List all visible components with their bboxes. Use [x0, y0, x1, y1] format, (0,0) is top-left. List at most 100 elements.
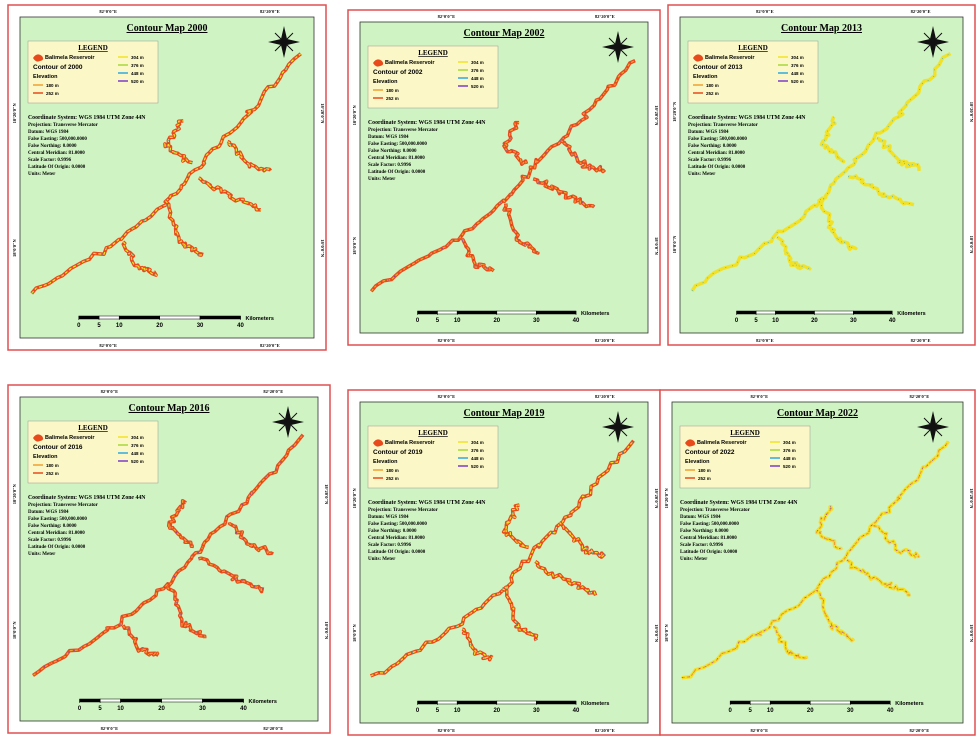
legend-heading: LEGEND	[78, 424, 108, 432]
latitude-label: 18°20'0"N	[672, 101, 677, 122]
longitude-label: 82°0'0"E	[756, 338, 774, 343]
info-line: Datum: WGS 1984	[28, 510, 69, 515]
latitude-label: 18°20'0"N	[664, 488, 669, 509]
longitude-label: 82°0'0"E	[99, 9, 117, 14]
info-line: False Easting: 500,000.0000	[680, 522, 739, 527]
longitude-label: 82°0'0"E	[101, 726, 119, 731]
info-line: False Northing: 0.0000	[368, 529, 417, 534]
scale-label: 30	[533, 318, 540, 324]
legend-level: 180 m	[386, 88, 399, 93]
map-panel: 82°0'0"E82°0'0"E82°20'0"E82°20'0"E18°20'…	[668, 5, 975, 345]
map-panel: 82°0'0"E82°0'0"E82°20'0"E82°20'0"E18°20'…	[660, 390, 975, 735]
scale-label: 30	[199, 706, 206, 712]
info-line: Scale Factor: 0.9996	[28, 158, 72, 163]
info-line: False Northing: 0.0000	[368, 149, 417, 154]
scale-segment	[160, 316, 200, 319]
legend-reservoir: Balimela Reservoir	[705, 55, 755, 61]
scale-segment	[200, 316, 240, 319]
info-line: Latitude Of Origin: 0.0000	[680, 550, 738, 555]
legend-level: 180 m	[46, 83, 59, 88]
scale-segment	[100, 699, 120, 702]
legend-elevation: Elevation	[33, 74, 58, 80]
scale-segment	[770, 701, 810, 704]
info-line: Projection: Transverse Mercator	[688, 123, 759, 128]
info-line: Central Meridian: 81.0000	[368, 536, 425, 541]
legend-heading: LEGEND	[78, 44, 108, 52]
scale-segment	[730, 701, 750, 704]
map-panel: 82°0'0"E82°0'0"E82°20'0"E82°20'0"E18°20'…	[8, 385, 330, 733]
latitude-label: 18°0'0"N	[352, 623, 357, 642]
scale-segment	[750, 701, 770, 704]
scale-label: 40	[240, 706, 247, 712]
latitude-label: 18°0'0"N	[969, 236, 974, 255]
scale-label: 20	[158, 706, 165, 712]
legend-level: 304 m	[783, 440, 796, 445]
info-line: Latitude Of Origin: 0.0000	[368, 170, 426, 175]
legend-level: 448 m	[471, 456, 484, 461]
scale-unit: Kilometers	[246, 316, 274, 322]
info-line: Projection: Transverse Mercator	[680, 508, 751, 513]
legend-level: 448 m	[471, 76, 484, 81]
map-title: Contour Map 2000	[127, 23, 208, 34]
legend-elevation: Elevation	[373, 79, 398, 85]
info-line: Coordinate System: WGS 1984 UTM Zone 44N	[28, 495, 146, 501]
latitude-label: 18°0'0"N	[969, 624, 974, 643]
info-line: Datum: WGS 1984	[368, 515, 409, 520]
legend-level: 304 m	[471, 60, 484, 65]
legend-level: 180 m	[706, 83, 719, 88]
info-line: Coordinate System: WGS 1984 UTM Zone 44N	[368, 120, 486, 126]
longitude-label: 82°20'0"E	[595, 728, 615, 733]
map-title: Contour Map 2019	[464, 408, 545, 419]
legend-level: 448 m	[131, 71, 144, 76]
longitude-label: 82°0'0"E	[438, 728, 456, 733]
latitude-label: 18°20'0"N	[352, 488, 357, 509]
legend-heading: LEGEND	[418, 49, 448, 57]
info-line: False Easting: 500,000.0000	[28, 517, 87, 522]
scale-segment	[119, 316, 159, 319]
latitude-label: 18°0'0"N	[352, 236, 357, 255]
longitude-label: 82°0'0"E	[101, 389, 119, 394]
info-line: False Easting: 500,000.0000	[368, 522, 427, 527]
scale-label: 10	[772, 318, 779, 324]
longitude-label: 82°0'0"E	[756, 9, 774, 14]
latitude-label: 18°20'0"N	[969, 488, 974, 509]
scale-label: 20	[493, 318, 500, 324]
legend-elevation: Elevation	[33, 454, 58, 460]
legend-contour: Contour of 2022	[685, 449, 735, 456]
scale-label: 10	[117, 706, 124, 712]
legend-level: 448 m	[131, 451, 144, 456]
longitude-label: 82°20'0"E	[911, 338, 931, 343]
scale-segment	[536, 311, 576, 314]
map-panel: 82°0'0"E82°0'0"E82°20'0"E82°20'0"E18°20'…	[348, 10, 660, 345]
scale-segment	[853, 311, 892, 314]
scale-segment	[437, 701, 457, 704]
latitude-label: 18°20'0"N	[324, 484, 329, 505]
scale-label: 20	[493, 708, 500, 714]
legend-level: 448 m	[783, 456, 796, 461]
scale-segment	[536, 701, 576, 704]
longitude-label: 82°0'0"E	[99, 343, 117, 348]
info-line: Latitude Of Origin: 0.0000	[688, 165, 746, 170]
map-title: Contour Map 2016	[129, 403, 210, 414]
scale-segment	[418, 311, 438, 314]
scale-label: 40	[573, 318, 580, 324]
legend-level: 252 m	[698, 476, 711, 481]
latitude-label: 18°0'0"N	[654, 624, 659, 643]
latitude-label: 18°0'0"N	[12, 621, 17, 640]
figure: 82°0'0"E 82°0'0"E 82°20'0"E 82°20'0"E 18°20'…	[0, 0, 979, 736]
legend-heading: LEGEND	[418, 429, 448, 437]
info-line: False Easting: 500,000.0000	[28, 137, 87, 142]
info-line: Coordinate System: WGS 1984 UTM Zone 44N	[368, 500, 486, 506]
info-line: Datum: WGS 1984	[688, 130, 729, 135]
info-line: False Easting: 500,000.0000	[368, 142, 427, 147]
scale-label: 30	[847, 708, 854, 714]
info-line: Datum: WGS 1984	[368, 135, 409, 140]
info-line: Latitude Of Origin: 0.0000	[368, 550, 426, 555]
latitude-label: 18°20'0"N	[969, 102, 974, 123]
info-line: Units: Meter	[368, 557, 396, 562]
legend-reservoir: Balimela Reservoir	[45, 435, 95, 441]
scale-segment	[814, 311, 853, 314]
scale-label: 30	[197, 323, 204, 329]
scale-label: 40	[573, 708, 580, 714]
scale-segment	[776, 311, 815, 314]
